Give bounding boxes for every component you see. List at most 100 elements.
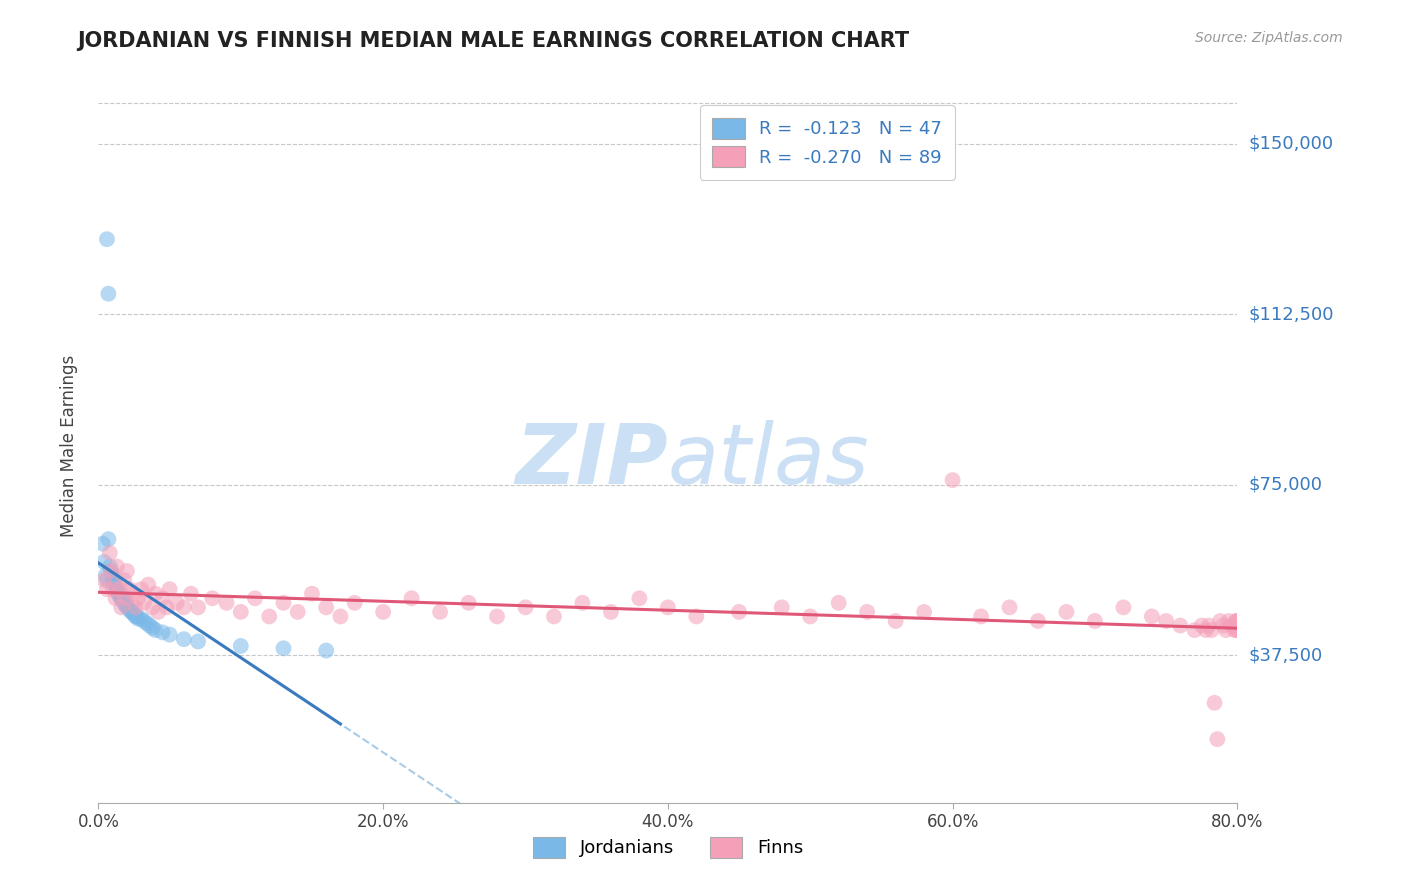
Point [685,609,707,624]
Point [110,591,132,606]
Point [96,232,118,246]
Point [124,609,146,624]
Point [571,596,593,610]
Text: $75,000: $75,000 [1249,475,1323,493]
Point [301,587,323,601]
Point [1204,696,1226,710]
Point [105,559,128,574]
Text: Source: ZipAtlas.com: Source: ZipAtlas.com [1195,31,1343,45]
Point [94,568,117,582]
Point [97,532,120,546]
Point [104,577,127,591]
Text: JORDANIAN VS FINNISH MEDIAN MALE EARNINGS CORRELATION CHART: JORDANIAN VS FINNISH MEDIAN MALE EARNING… [77,31,910,51]
Point [91,537,114,551]
Point [1026,614,1049,628]
Point [121,587,143,601]
Text: ZIP: ZIP [515,420,668,500]
Point [152,591,174,606]
Point [1215,623,1237,637]
Point [429,605,451,619]
Point [101,568,124,582]
Point [799,609,821,624]
Point [315,600,337,615]
Point [543,609,565,624]
Point [1201,623,1223,637]
Point [173,600,195,615]
Point [97,286,120,301]
Point [201,591,224,606]
Point [145,623,167,637]
Point [998,600,1021,615]
Point [101,582,124,597]
Point [122,607,145,622]
Point [93,555,115,569]
Point [1184,623,1206,637]
Point [1191,618,1213,632]
Point [856,605,879,619]
Point [98,546,121,560]
Point [259,609,281,624]
Point [173,632,195,647]
Point [486,609,509,624]
Point [1223,623,1246,637]
Point [138,618,160,632]
Point [141,600,163,615]
Point [98,559,121,574]
Point [457,596,479,610]
Point [287,605,309,619]
Point [373,605,395,619]
Point [115,564,138,578]
Point [110,591,132,606]
Point [1206,732,1229,747]
Point [96,573,118,587]
Point [115,600,138,615]
Point [628,591,651,606]
Point [148,605,170,619]
Point [152,625,174,640]
Point [229,605,252,619]
Text: $112,500: $112,500 [1249,305,1334,323]
Point [1198,618,1220,632]
Point [105,582,128,597]
Point [127,612,149,626]
Point [1226,618,1249,632]
Point [970,609,993,624]
Point [1112,600,1135,615]
Point [118,582,141,597]
Point [114,591,136,606]
Point [343,596,366,610]
Point [117,600,139,615]
Point [156,600,179,615]
Text: $150,000: $150,000 [1249,135,1333,153]
Point [112,596,135,610]
Point [93,573,115,587]
Point [1195,623,1218,637]
Point [243,591,266,606]
Point [141,621,163,635]
Point [1226,618,1249,632]
Point [1226,614,1249,628]
Point [124,600,146,615]
Point [105,584,128,599]
Point [114,598,136,612]
Point [1212,618,1234,632]
Point [828,596,851,610]
Point [884,614,907,628]
Point [728,605,751,619]
Point [101,573,124,587]
Point [1170,618,1192,632]
Point [100,564,122,578]
Point [145,587,167,601]
Point [135,616,157,631]
Point [1209,614,1232,628]
Point [401,591,423,606]
Point [166,596,188,610]
Point [115,598,138,612]
Point [273,596,295,610]
Point [1226,614,1249,628]
Point [108,589,131,603]
Point [104,591,127,606]
Point [103,577,125,591]
Point [129,582,152,597]
Point [329,609,352,624]
